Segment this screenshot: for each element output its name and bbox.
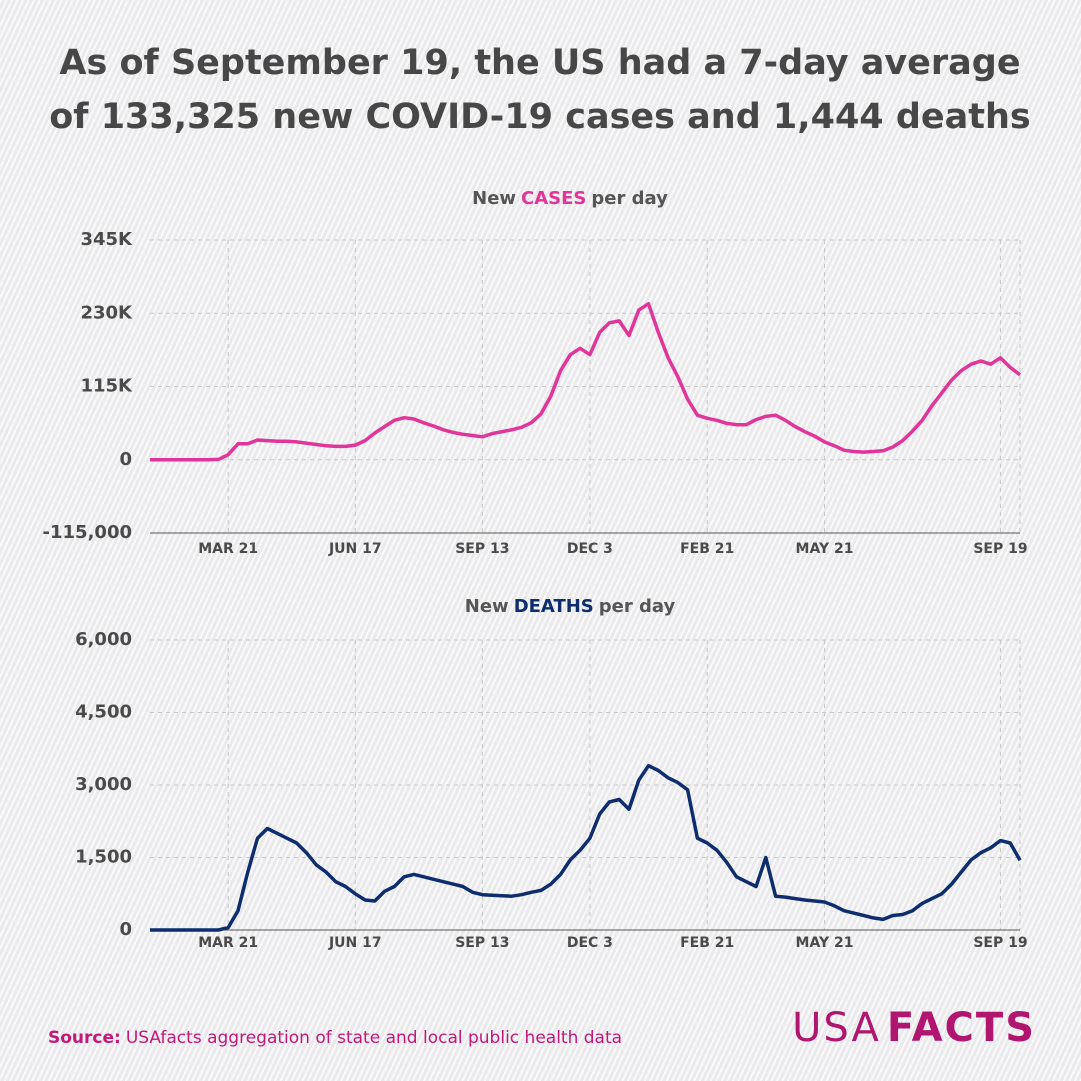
x-tick-label: DEC 3 — [567, 541, 613, 557]
title-line: of 133,325 new COVID-19 cases and 1,444 … — [49, 97, 1030, 137]
x-tick-label: MAY 21 — [796, 935, 854, 951]
x-tick-label: FEB 21 — [680, 541, 734, 557]
x-tick-label: MAY 21 — [796, 541, 854, 557]
y-tick-label: 6,000 — [75, 629, 132, 650]
y-tick-label: 1,500 — [75, 847, 132, 868]
y-tick-label: 0 — [119, 919, 132, 940]
panel-title-highlight: DEATHS — [514, 596, 594, 617]
x-tick-label: DEC 3 — [567, 935, 613, 951]
source-text: USAfacts aggregation of state and local … — [126, 1028, 622, 1048]
title-line: As of September 19, the US had a 7-day a… — [59, 43, 1020, 83]
x-tick-label: SEP 13 — [455, 541, 509, 557]
y-tick-label: 3,000 — [75, 774, 132, 795]
panel-title-highlight: CASES — [521, 188, 586, 209]
logo-a: USA — [792, 1005, 881, 1051]
y-tick-label: -115,000 — [43, 522, 132, 543]
y-tick-label: 345K — [80, 229, 133, 250]
x-tick-label: FEB 21 — [680, 935, 734, 951]
logo-b: FACTS — [887, 1005, 1036, 1051]
logo: USA FACTS — [792, 1005, 1036, 1051]
panel-title-suffix: per day — [591, 188, 668, 209]
source: Source: USAfacts aggregation of state and… — [48, 1028, 622, 1048]
x-tick-label: SEP 13 — [455, 935, 509, 951]
y-tick-label: 0 — [119, 449, 132, 470]
series-line — [150, 301, 1022, 462]
x-tick-label: MAR 21 — [198, 935, 258, 951]
x-tick-label: SEP 19 — [973, 541, 1027, 557]
y-tick-label: 115K — [80, 376, 133, 397]
y-tick-label: 230K — [80, 302, 133, 323]
panel-title-suffix: per day — [599, 596, 676, 617]
series-line — [150, 763, 1022, 932]
panel-title: New DEATHS per day — [465, 596, 676, 617]
panel-title-prefix: New — [472, 188, 516, 209]
x-tick-label: SEP 19 — [973, 935, 1027, 951]
source-label: Source: — [48, 1028, 121, 1048]
panel-title: New CASES per day — [472, 188, 668, 209]
y-tick-label: 4,500 — [75, 702, 132, 723]
x-tick-label: MAR 21 — [198, 541, 258, 557]
x-tick-label: JUN 17 — [328, 935, 382, 951]
panel-title-prefix: New — [465, 596, 509, 617]
x-tick-label: JUN 17 — [328, 541, 382, 557]
